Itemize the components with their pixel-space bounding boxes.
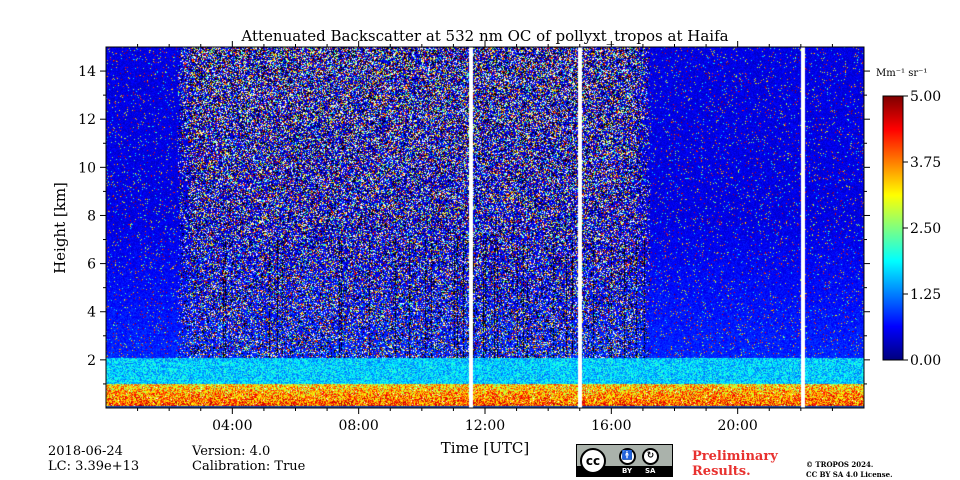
y-axis: 2 4 6 8 10 12 14 [78, 64, 870, 385]
x-tick-label: 20:00 [717, 418, 757, 434]
x-tick-label: 04:00 [212, 418, 252, 434]
chart-title: Attenuated Backscatter at 532 nm OC of p… [240, 27, 728, 45]
y-tick-label: 10 [78, 160, 96, 176]
copyright-line-2: CC BY SA 4.0 License. [806, 470, 893, 479]
y-tick-label: 14 [78, 64, 96, 80]
y-tick-label: 2 [87, 353, 96, 369]
colorbar-tick-label: 1.25 [910, 287, 941, 303]
plot-frame [105, 46, 865, 409]
meta-calibration: Calibration: True [192, 459, 306, 474]
y-tick-label: 6 [87, 257, 96, 273]
copyright-line-1: © TROPOS 2024. [806, 460, 874, 469]
meta-version: Version: 4.0 [192, 444, 271, 459]
colorbar-gradient [883, 96, 903, 360]
colorbar-unit-label: Mm⁻¹ sr⁻¹ [876, 68, 927, 79]
meta-lc: LC: 3.39e+13 [48, 459, 140, 474]
backscatter-heatmap [106, 47, 864, 408]
colorbar-tick-label: 3.75 [910, 155, 941, 171]
x-axis-label: Time [UTC] [441, 439, 530, 457]
colorbar-tick-label: 0.00 [910, 353, 941, 369]
cc-badge-strip [577, 466, 672, 476]
colorbar-tick-label: 2.50 [910, 221, 941, 237]
cc-icon: cc [580, 448, 606, 474]
x-tick-label: 12:00 [465, 418, 505, 434]
meta-date: 2018-06-24 [48, 444, 123, 459]
colorbar-frame [882, 95, 904, 361]
y-tick-label: 4 [87, 305, 96, 321]
x-axis: 04:00 08:00 12:00 16:00 20:00 [137, 41, 833, 434]
cc-license-badge: cc 🚹 ↻ BY SA [576, 444, 673, 477]
x-tick-label: 08:00 [338, 418, 378, 434]
preliminary-notice: Preliminary Results. [692, 449, 778, 479]
y-tick-label: 8 [87, 208, 96, 224]
copyright-notice: © TROPOS 2024. CC BY SA 4.0 License. [806, 460, 893, 480]
badge-by-label: BY [622, 467, 633, 475]
badge-sa-label: SA [645, 467, 656, 475]
y-tick-label: 12 [78, 112, 96, 128]
person-icon: 🚹 [619, 448, 636, 465]
y-axis-label: Height [km] [51, 182, 69, 274]
preliminary-line-2: Results. [692, 464, 751, 479]
share-alike-icon: ↻ [642, 448, 659, 465]
colorbar-ticks: 0.00 1.25 2.50 3.75 5.00 [903, 89, 941, 369]
preliminary-line-1: Preliminary [692, 449, 778, 464]
colorbar-tick-label: 5.00 [910, 89, 941, 105]
x-tick-label: 16:00 [591, 418, 631, 434]
